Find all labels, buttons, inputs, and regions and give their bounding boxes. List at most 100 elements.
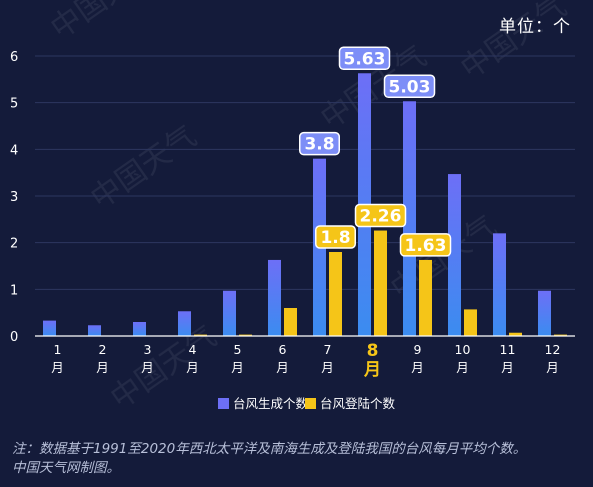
generated-label-text: 5.63	[344, 49, 386, 69]
landed-label-bg	[354, 203, 407, 228]
x-tick-label: 1月	[51, 342, 64, 375]
x-tick-label: 2月	[96, 342, 109, 375]
legend-generated-swatch	[218, 398, 229, 409]
bar-generated	[403, 101, 416, 337]
watermark-text: 中国天气	[45, 0, 163, 47]
watermark-text: 中国天气	[85, 119, 203, 216]
bar-generated	[448, 174, 461, 336]
bar-landed	[509, 332, 522, 336]
y-tick-label: 6	[10, 50, 18, 65]
bar-landed	[374, 230, 387, 336]
bar-landed	[464, 309, 477, 336]
x-tick-number: 1	[54, 342, 62, 357]
x-tick-number: 8	[367, 341, 379, 361]
generated-label-bg	[383, 74, 436, 99]
x-tick-suffix: 月	[231, 360, 244, 375]
unit-label: 单位：个	[499, 17, 571, 37]
bar-landed	[284, 308, 297, 336]
x-tick-number: 12	[545, 342, 561, 357]
y-tick-label: 0	[10, 330, 18, 345]
landed-label: 2.26	[354, 203, 407, 228]
landed-label: 1.63	[399, 233, 452, 257]
legend-landed-label: 台风登陆个数	[320, 396, 396, 411]
legend-landed: 台风登陆个数	[305, 396, 396, 411]
bar-generated	[88, 325, 101, 336]
x-tick-suffix: 月	[456, 360, 469, 375]
x-tick-suffix: 月	[363, 360, 381, 380]
footnote: 注：数据基于1991至2020年西北太平洋及南海生成及登陆我国的台风每月平均个数…	[12, 440, 587, 478]
x-tick-label: 6月	[276, 342, 289, 375]
legend-landed-swatch	[305, 398, 316, 409]
legend-generated: 台风生成个数	[218, 396, 309, 411]
x-tick-number: 11	[500, 342, 516, 357]
x-tick-label: 3月	[141, 342, 154, 375]
x-tick-label: 12 月	[545, 342, 561, 375]
bar-landed	[239, 334, 252, 336]
y-tick-label: 1	[10, 283, 18, 298]
generated-label-bg	[299, 131, 340, 156]
bar-landed	[554, 334, 567, 336]
x-tick-suffix: 月	[501, 360, 514, 375]
landed-label-text: 2.26	[360, 207, 402, 227]
x-tick-number: 4	[189, 342, 197, 357]
y-axis: 0 1 2 3 4 5 6	[10, 50, 18, 345]
bar-landed	[329, 252, 342, 336]
landed-label-text: 1.8	[320, 228, 350, 248]
bar-generated	[268, 259, 281, 336]
x-tick-number: 6	[279, 342, 287, 357]
y-tick-label: 4	[10, 143, 18, 158]
landed-label-bg	[399, 233, 452, 257]
generated-label: 5.03	[383, 74, 436, 99]
landed-label-text: 1.63	[405, 236, 447, 256]
bar-generated	[493, 233, 506, 336]
watermark-text: 中国天气	[105, 319, 223, 416]
bar-landed	[419, 259, 432, 336]
x-tick-suffix: 月	[321, 360, 334, 375]
x-tick-suffix: 月	[51, 360, 64, 375]
x-tick-suffix: 月	[411, 360, 424, 375]
legend: 台风生成个数 台风登陆个数	[218, 396, 396, 411]
x-tick-number: 9	[414, 342, 422, 357]
y-tick-label: 5	[10, 97, 18, 112]
bar-generated	[538, 290, 551, 336]
bar-generated	[178, 311, 191, 336]
generated-label-text: 3.8	[304, 135, 334, 155]
generated-label: 3.8	[299, 131, 340, 156]
x-tick-label: 4月	[186, 342, 199, 375]
x-tick-suffix: 月	[186, 360, 199, 375]
x-tick-label: 11 月	[500, 342, 516, 375]
footnote-line-1: 注：数据基于1991至2020年西北太平洋及南海生成及登陆我国的台风每月平均个数…	[12, 441, 527, 457]
generated-label: 5.63	[338, 46, 391, 71]
bar-generated	[223, 290, 236, 336]
footnote-line-2: 中国天气网制图。	[12, 460, 120, 476]
bar-generated	[133, 322, 146, 336]
x-tick-number: 10	[455, 342, 471, 357]
x-tick-suffix: 月	[141, 360, 154, 375]
bar-landed	[194, 334, 207, 336]
y-tick-label: 3	[10, 190, 18, 205]
x-tick-label: 5月	[231, 342, 244, 375]
watermark-layer: 中国天气中国天气中国天气中国天气中国天气中国天气	[45, 0, 573, 417]
x-tick-number: 3	[144, 342, 152, 357]
x-tick-number: 2	[99, 342, 107, 357]
generated-label-bg	[338, 46, 391, 71]
landed-label: 1.8	[315, 225, 356, 249]
x-tick-label: 9月	[411, 342, 424, 375]
x-tick-number: 7	[324, 342, 332, 357]
generated-label-text: 5.03	[389, 77, 431, 97]
x-tick-suffix: 月	[546, 360, 559, 375]
legend-generated-label: 台风生成个数	[233, 396, 309, 411]
data-labels: 3.8 1.8 5.63 2.26 5.03 1.63	[299, 46, 452, 257]
x-tick-label: 10 月	[455, 342, 471, 375]
bar-generated	[43, 320, 56, 336]
x-tick-label: 8月	[363, 341, 381, 380]
x-tick-suffix: 月	[276, 360, 289, 375]
x-tick-suffix: 月	[96, 360, 109, 375]
x-tick-label: 7月	[321, 342, 334, 375]
landed-label-bg	[315, 225, 356, 249]
y-tick-label: 2	[10, 237, 18, 252]
x-tick-number: 5	[234, 342, 242, 357]
